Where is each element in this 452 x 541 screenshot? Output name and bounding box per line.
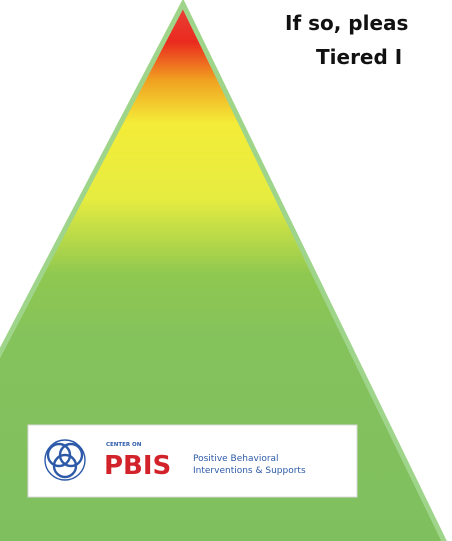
heading-line: Tiered I bbox=[316, 45, 402, 69]
logo-name: PBIS bbox=[104, 451, 171, 481]
logo-tagline: Positive Behavioral bbox=[193, 454, 279, 464]
pbis-logo: CENTER ON PBIS Positive Behavioral Inter… bbox=[27, 424, 358, 498]
heading-line: If so, pleas bbox=[285, 11, 408, 35]
logo-icon bbox=[44, 439, 86, 481]
logo-tagline: Interventions & Supports bbox=[193, 466, 306, 476]
logo-box bbox=[27, 424, 358, 498]
logo-eyebrow: CENTER ON bbox=[106, 442, 142, 448]
